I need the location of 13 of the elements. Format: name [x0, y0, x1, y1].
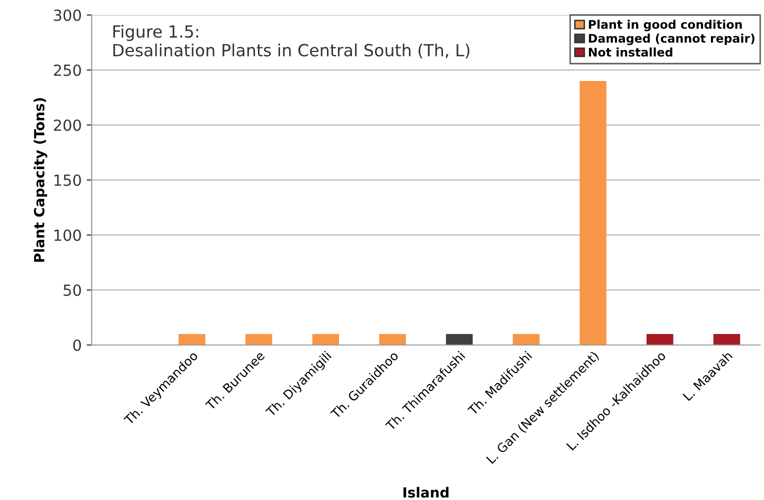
text: Figure 1.5: Desalination Plants in Central South (Th, L): [113, 24, 470, 58]
legend-label: Not installed: [588, 47, 672, 57]
legend-label: Plant in good condition: [588, 20, 742, 32]
y-axis-title: Plant Capacity (Tons): [34, 98, 48, 262]
y-tick-label: 300: [54, 9, 81, 22]
y-tick-label: 150: [54, 174, 81, 186]
y-tick-label: 250: [54, 64, 81, 76]
legend-label: Damaged (cannot repair): [588, 34, 754, 46]
y-tick-label: 50: [64, 284, 81, 296]
x-axis-title: Island: [404, 486, 448, 498]
y-tick-label: 200: [54, 119, 81, 132]
y-tick-label: 0: [73, 339, 81, 352]
y-tick-label: 100: [54, 229, 81, 242]
